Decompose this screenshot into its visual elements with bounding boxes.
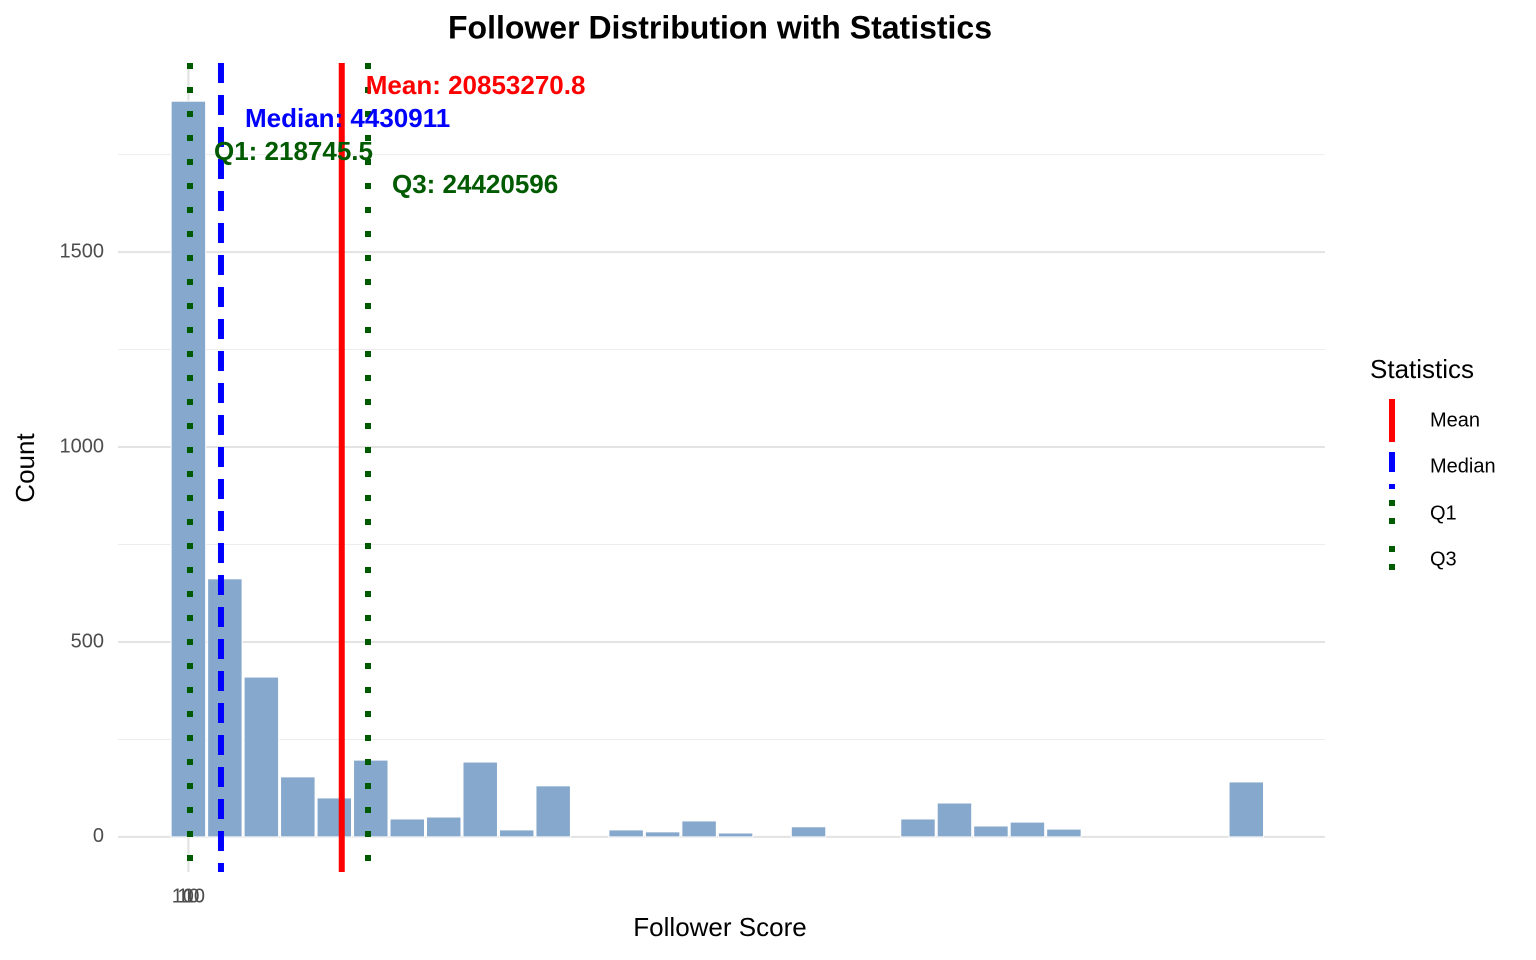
stat-label: Q1: 218745.5 — [214, 136, 373, 166]
y-tick-label: 0 — [93, 825, 104, 847]
bar — [608, 829, 644, 838]
bar — [1228, 781, 1265, 838]
bar — [936, 802, 973, 838]
x-tick-label: 100 — [172, 885, 205, 907]
legend-label: Median — [1430, 455, 1496, 477]
stat-label: Q3: 24420596 — [392, 169, 558, 199]
bar — [207, 578, 243, 838]
bar — [462, 761, 498, 838]
bar — [389, 818, 426, 838]
bar — [1009, 821, 1046, 838]
bar — [1046, 828, 1082, 838]
bar — [280, 776, 316, 838]
bar — [498, 829, 535, 838]
legend-label: Q3 — [1430, 548, 1457, 570]
chart-title: Follower Distribution with Statistics — [448, 9, 992, 45]
bar — [900, 818, 936, 838]
legend-label: Q1 — [1430, 502, 1457, 524]
legend-label: Mean — [1430, 409, 1480, 431]
bar — [681, 820, 717, 838]
bar — [426, 816, 462, 838]
y-tick-label: 500 — [71, 630, 104, 652]
bar — [535, 785, 571, 838]
x-axis-title: Follower Score — [633, 912, 806, 942]
stat-label: Median: 4430911 — [245, 103, 450, 133]
y-axis-title: Count — [10, 433, 40, 503]
bar — [973, 825, 1009, 838]
bar — [243, 676, 280, 838]
bar — [644, 831, 681, 838]
y-tick-label: 1000 — [60, 435, 105, 457]
x-tick-label: 10 — [177, 885, 199, 907]
x-tick-label: 1 — [183, 885, 194, 907]
bar — [790, 826, 827, 838]
stat-label: Mean: 20853270.8 — [366, 70, 586, 100]
bar — [316, 797, 353, 838]
bar — [717, 832, 754, 838]
bar — [353, 759, 389, 838]
y-tick-label: 1500 — [60, 240, 105, 262]
legend-title: Statistics — [1370, 354, 1474, 384]
